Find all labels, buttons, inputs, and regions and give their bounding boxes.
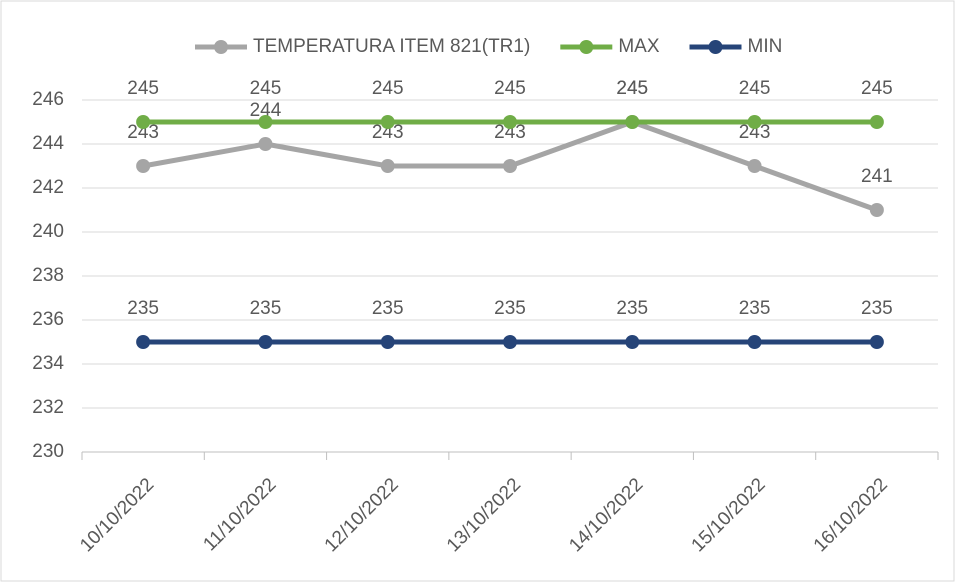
legend-marker (214, 40, 228, 54)
data-label: 245 (494, 78, 526, 99)
series-point (747, 335, 762, 349)
y-tick-label: 244 (32, 133, 64, 154)
series-point (869, 335, 884, 349)
data-label: 245 (616, 78, 648, 99)
series-point (380, 335, 395, 349)
y-tick-label: 242 (32, 177, 64, 198)
series-point (747, 115, 762, 129)
legend-label: MIN (748, 36, 783, 57)
data-label: 235 (616, 298, 648, 319)
data-label: 243 (494, 122, 526, 143)
series-point (503, 115, 517, 129)
data-label: 243 (127, 122, 159, 143)
data-label: 243 (372, 122, 404, 143)
data-label: 235 (494, 298, 526, 319)
series-point (869, 203, 884, 217)
data-label: 245 (372, 78, 404, 99)
y-tick-label: 234 (32, 353, 64, 374)
series-point (136, 159, 151, 173)
data-label: 245 (861, 78, 893, 99)
y-tick-label: 236 (32, 309, 64, 330)
series-point (625, 335, 640, 349)
y-tick-label: 238 (32, 265, 64, 286)
data-label: 235 (250, 298, 282, 319)
data-label: 244 (250, 100, 282, 121)
data-label: 245 (739, 78, 771, 99)
series-point (258, 137, 273, 151)
data-label: 245 (250, 78, 282, 99)
series-point (380, 159, 395, 173)
legend-label: MAX (618, 36, 660, 57)
series-point (136, 115, 151, 129)
y-tick-label: 232 (32, 397, 64, 418)
series-point (503, 335, 517, 349)
series-point (625, 115, 640, 129)
series-point (747, 159, 762, 173)
series-point (503, 159, 517, 173)
y-tick-label: 246 (32, 89, 64, 110)
data-label: 235 (739, 298, 771, 319)
data-label: 245 (616, 78, 648, 99)
series-point (136, 335, 151, 349)
series-point (258, 335, 273, 349)
series-point (869, 115, 884, 129)
y-tick-label: 240 (32, 221, 64, 242)
data-label: 235 (861, 298, 893, 319)
data-label: 245 (127, 78, 159, 99)
y-tick-label: 230 (32, 441, 64, 462)
data-label: 243 (739, 122, 771, 143)
series-point (258, 115, 273, 129)
data-label: 235 (372, 298, 404, 319)
legend-label: TEMPERATURA ITEM 821(TR1) (253, 36, 530, 57)
data-label: 235 (127, 298, 159, 319)
data-label: 241 (861, 166, 893, 187)
legend-marker (579, 40, 594, 54)
series-point (380, 115, 395, 129)
legend-marker (708, 40, 723, 54)
